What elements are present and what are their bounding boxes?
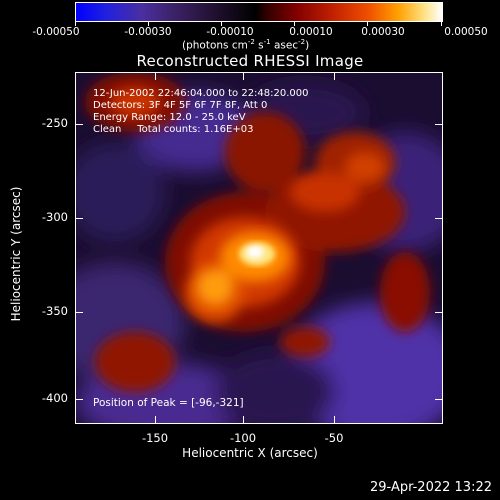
colorbar-tick-label: -0.00050 bbox=[32, 26, 80, 38]
plot-title: Reconstructed RHESSI Image bbox=[136, 52, 364, 70]
x-tick-label: -50 bbox=[324, 431, 344, 445]
info-energy-range: Energy Range: 12.0 - 25.0 keV bbox=[93, 112, 246, 123]
colorbar bbox=[75, 2, 443, 22]
rhessi-image-svg bbox=[75, 72, 443, 424]
colorbar-units: (photons cm-2 s-1 asec-2) bbox=[182, 38, 310, 52]
info-detectors: Detectors: 3F 4F 5F 6F 7F 8F, Att 0 bbox=[93, 100, 268, 111]
y-tick-label: -300 bbox=[41, 210, 68, 224]
rhessi-image bbox=[75, 72, 443, 424]
y-axis-label: Heliocentric Y (arcsec) bbox=[9, 186, 23, 322]
render-timestamp: 29-Apr-2022 13:22 bbox=[370, 480, 492, 495]
colorbar-tick-label: 0.00030 bbox=[361, 26, 405, 38]
peak-position: Position of Peak = [-96,-321] bbox=[93, 397, 244, 409]
y-tick-label: -400 bbox=[41, 391, 68, 405]
info-time-range: 12-Jun-2002 22:46:04.000 to 22:48:20.000 bbox=[93, 88, 309, 99]
y-tick-label: -350 bbox=[41, 304, 68, 318]
y-tick-label: -250 bbox=[41, 116, 68, 130]
info-counts: Clean Total counts: 1.16E+03 bbox=[93, 124, 254, 135]
colorbar-tick-label: 0.00010 bbox=[289, 26, 333, 38]
x-tick-label: -150 bbox=[141, 431, 169, 445]
x-axis-label: Heliocentric X (arcsec) bbox=[182, 446, 318, 460]
colorbar-tick-label: -0.00010 bbox=[206, 26, 254, 38]
x-tick-label: -100 bbox=[229, 431, 257, 445]
colorbar-tick-label: 0.00050 bbox=[444, 26, 488, 38]
colorbar-tick-label: -0.00030 bbox=[124, 26, 172, 38]
